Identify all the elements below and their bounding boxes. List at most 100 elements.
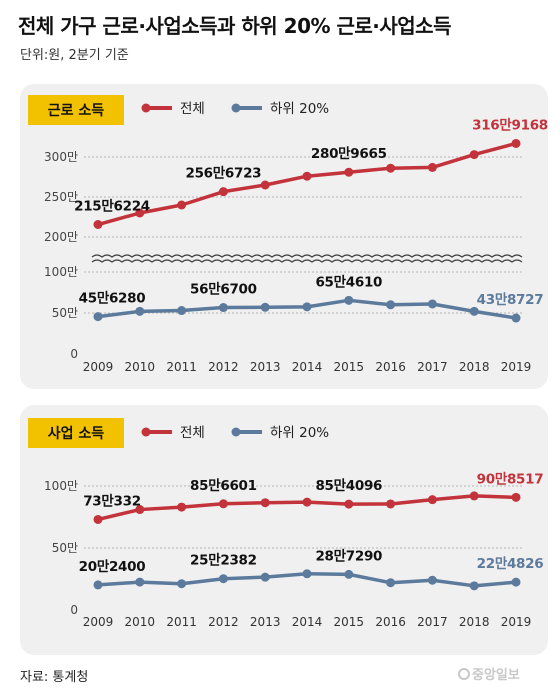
chart2-point-1-2017 — [427, 575, 437, 585]
chart2-point-0-2012 — [218, 499, 228, 509]
chart1-legend-marker-0 — [141, 103, 151, 113]
chart2-point-0-2013 — [260, 498, 270, 508]
chart1-point-0-2013 — [260, 180, 270, 190]
chart1-point-1-2012 — [218, 303, 228, 313]
chart2-data-label-5: 25만2382 — [190, 553, 257, 569]
chart1-point-0-2019 — [511, 138, 521, 148]
chart1-panel-tag — [28, 95, 124, 125]
chart2-x-tick-2019: 2019 — [501, 615, 532, 629]
chart1-axis-break-line-a — [91, 254, 523, 258]
chart1-point-0-2018 — [469, 150, 479, 160]
chart1-x-tick-2012: 2012 — [208, 360, 239, 374]
chart2-point-1-2019 — [511, 577, 521, 587]
chart1-point-0-2012 — [218, 187, 228, 197]
chart1-data-label-1: 256만6723 — [186, 166, 262, 182]
chart1-x-tick-2010: 2010 — [125, 360, 156, 374]
chart1-x-tick-2018: 2018 — [459, 360, 490, 374]
chart2-data-label-3: 90만8517 — [477, 471, 544, 487]
chart1-point-1-2017 — [427, 299, 437, 309]
chart1-point-1-2011 — [177, 306, 187, 316]
chart1-point-1-2016 — [386, 300, 396, 310]
chart1-data-label-4: 45만6280 — [79, 291, 146, 307]
chart2-point-1-2012 — [218, 574, 228, 584]
chart1-y-tick-5: 0 — [70, 347, 78, 361]
chart-title: 전체 가구 근로·사업소득과 하위 20% 근로·사업소득 — [18, 14, 451, 38]
chart1-y-tick-2: 200만 — [44, 230, 78, 244]
chart1-axis-break-line-b — [91, 259, 523, 263]
chart1-legend-label-0: 전체 — [180, 101, 205, 117]
chart2-data-label-1: 85만6601 — [190, 478, 257, 494]
chart2-x-tick-2016: 2016 — [375, 615, 406, 629]
chart1-point-1-2019 — [511, 313, 521, 323]
chart1-data-label-0: 215만6224 — [74, 199, 150, 215]
chart1-y-tick-4: 50만 — [52, 306, 78, 320]
chart2-x-tick-2014: 2014 — [292, 615, 323, 629]
chart1-data-label-6: 65만4610 — [315, 274, 382, 290]
chart2-y-tick-0: 100만 — [44, 479, 78, 493]
publisher-logo: 중앙일보 — [458, 664, 520, 683]
chart1-point-1-2015 — [344, 295, 354, 305]
chart1-point-1-2018 — [469, 306, 479, 316]
chart1-point-0-2009 — [93, 220, 103, 230]
chart1-point-1-2010 — [135, 306, 145, 316]
chart1-x-tick-2019: 2019 — [501, 360, 532, 374]
chart1-point-0-2015 — [344, 167, 354, 177]
chart2-data-label-2: 85만4096 — [315, 478, 382, 494]
chart2-point-1-2014 — [302, 569, 312, 579]
chart2-x-tick-2017: 2017 — [417, 615, 448, 629]
chart2-point-1-2015 — [344, 569, 354, 579]
chart1-panel-tag-label: 근로 소득 — [48, 103, 105, 119]
chart2-legend-label-1: 하위 20% — [270, 425, 329, 441]
chart2-x-tick-2011: 2011 — [166, 615, 197, 629]
chart1-point-0-2011 — [177, 200, 187, 210]
logo-circle-icon — [458, 668, 470, 680]
chart1-y-tick-1: 250만 — [44, 190, 78, 204]
chart2-x-tick-2013: 2013 — [250, 615, 281, 629]
chart2-point-0-2016 — [386, 499, 396, 509]
chart1-data-label-7: 43만8727 — [477, 292, 544, 308]
chart1-data-label-2: 280만9665 — [311, 146, 387, 162]
chart1-legend-label-1: 하위 20% — [270, 101, 329, 117]
chart2-point-0-2019 — [511, 492, 521, 502]
chart2-panel-tag — [28, 418, 124, 448]
chart2-point-0-2018 — [469, 491, 479, 501]
chart1-axis-break-gap — [90, 252, 524, 266]
chart1-point-0-2010 — [135, 208, 145, 218]
chart1-y-tick-0: 300만 — [44, 150, 78, 164]
chart2-point-0-2009 — [93, 514, 103, 524]
chart2-y-tick-2: 0 — [70, 603, 78, 617]
chart2-point-0-2011 — [177, 502, 187, 512]
chart1-point-1-2009 — [93, 312, 103, 322]
chart2-point-0-2015 — [344, 499, 354, 509]
chart1-point-1-2014 — [302, 302, 312, 312]
chart1-point-0-2017 — [427, 162, 437, 172]
chart2-x-tick-2012: 2012 — [208, 615, 239, 629]
chart2-legend-label-0: 전체 — [180, 425, 205, 441]
chart2-point-1-2010 — [135, 577, 145, 587]
chart1-data-label-3: 316만9168 — [472, 117, 548, 133]
chart2-data-label-4: 20만2400 — [79, 559, 146, 575]
chart1-x-tick-2014: 2014 — [292, 360, 323, 374]
source-note: 자료: 통계청 — [20, 670, 89, 685]
chart1-x-tick-2016: 2016 — [375, 360, 406, 374]
chart2-panel-tag-label: 사업 소득 — [48, 426, 105, 442]
chart2-point-1-2009 — [93, 580, 103, 590]
chart1-x-tick-2011: 2011 — [166, 360, 197, 374]
logo-text: 중앙일보 — [472, 668, 520, 683]
chart1-x-tick-2017: 2017 — [417, 360, 448, 374]
chart2-legend-marker-0 — [141, 427, 151, 437]
chart2-point-1-2013 — [260, 572, 270, 582]
chart2-point-1-2011 — [177, 579, 187, 589]
chart2-point-0-2010 — [135, 505, 145, 515]
chart1-point-1-2013 — [260, 302, 270, 312]
chart2-x-tick-2015: 2015 — [334, 615, 365, 629]
chart1-data-label-5: 56만6700 — [190, 282, 257, 298]
chart2-point-0-2017 — [427, 495, 437, 505]
chart2-data-label-6: 28만7290 — [315, 548, 382, 564]
chart1-point-0-2016 — [386, 163, 396, 173]
chart1-point-0-2014 — [302, 171, 312, 181]
chart2-x-tick-2018: 2018 — [459, 615, 490, 629]
chart2-x-tick-2009: 2009 — [83, 615, 114, 629]
